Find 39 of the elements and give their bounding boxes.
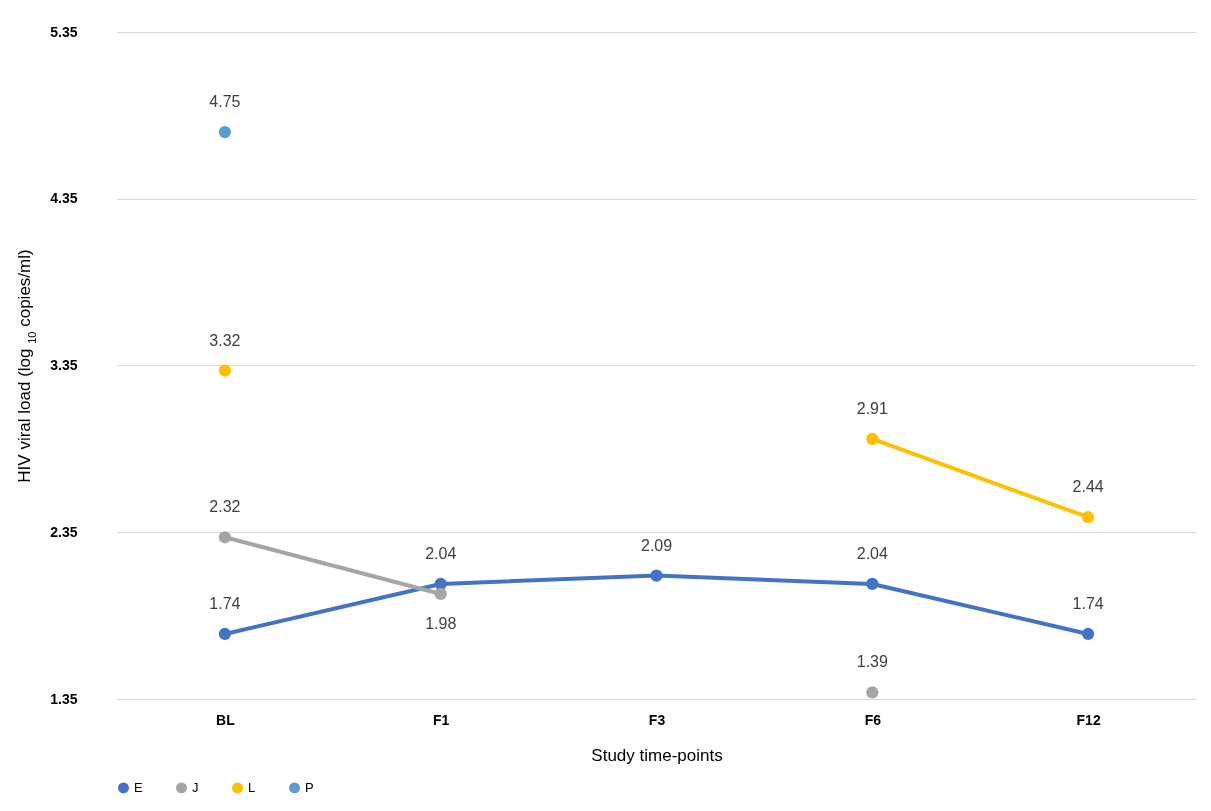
data-label: 3.32: [209, 331, 241, 349]
legend-label: P: [305, 779, 314, 795]
x-tick-label: F6: [864, 711, 882, 728]
y-tick-label: 1.35: [50, 690, 78, 707]
legend-label: J: [192, 779, 199, 795]
point: [866, 686, 879, 699]
point: [434, 577, 447, 591]
point: [1081, 627, 1095, 641]
y-tick-label: 3.35: [50, 357, 78, 373]
point: [650, 569, 663, 582]
data-label: 2.44: [1072, 478, 1104, 496]
x-tick-label: F3: [648, 711, 666, 728]
point: [218, 627, 232, 641]
point: [218, 364, 232, 377]
data-label: 4.75: [209, 93, 241, 111]
point: [866, 432, 879, 445]
data-label: 1.74: [1072, 594, 1104, 612]
legend-label: E: [134, 779, 143, 795]
x-axis-title: Study time-points: [591, 745, 723, 765]
point: [1081, 511, 1095, 524]
data-label: 1.98: [425, 614, 457, 632]
point: [218, 125, 232, 139]
y-tick-label: 5.35: [50, 23, 78, 40]
data-label: 1.74: [209, 594, 241, 612]
data-label: 1.39: [856, 653, 888, 671]
y-tick-label: 4.35: [50, 190, 78, 207]
x-tick-label: BL: [216, 711, 236, 728]
legend-label: L: [248, 779, 256, 795]
data-label: 2.91: [856, 399, 888, 417]
x-tick-label: F1: [433, 711, 450, 728]
data-label: 2.04: [425, 544, 457, 562]
data-label: 2.32: [209, 498, 241, 516]
y-tick-label: 2.35: [50, 523, 78, 540]
point: [218, 531, 232, 544]
point: [434, 587, 447, 601]
data-label: 2.09: [640, 536, 673, 554]
data-label: 2.04: [856, 544, 888, 562]
point: [866, 577, 879, 591]
x-tick-label: F12: [1076, 711, 1101, 728]
